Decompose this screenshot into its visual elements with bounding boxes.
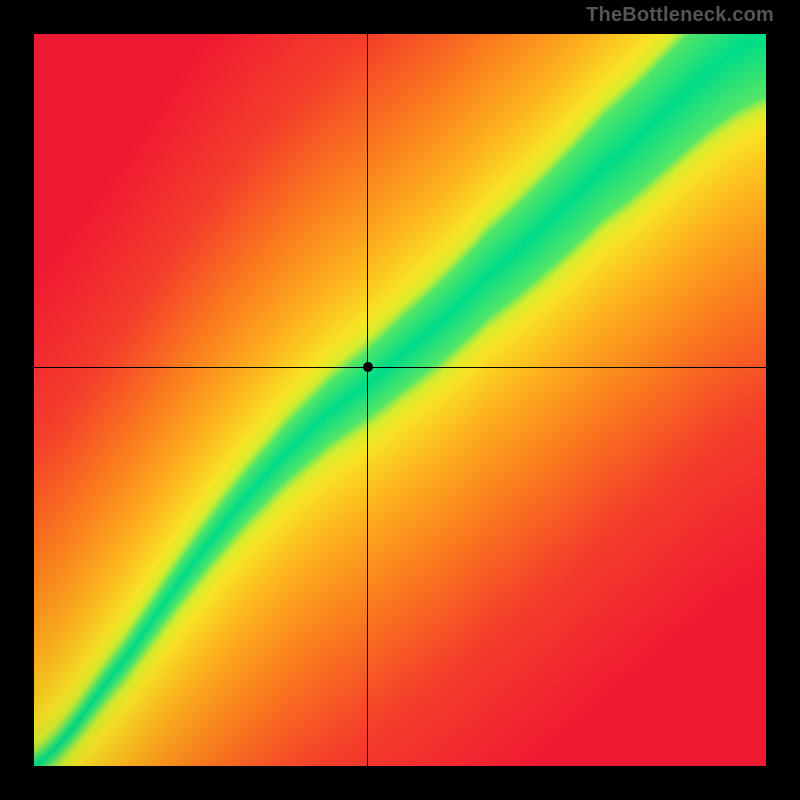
attribution-text: TheBottleneck.com xyxy=(586,4,774,27)
crosshair-horizontal xyxy=(34,367,766,368)
crosshair-vertical xyxy=(367,34,368,766)
chart-frame: TheBottleneck.com xyxy=(0,0,800,800)
bottleneck-heatmap xyxy=(34,34,766,766)
crosshair-marker xyxy=(363,362,373,372)
